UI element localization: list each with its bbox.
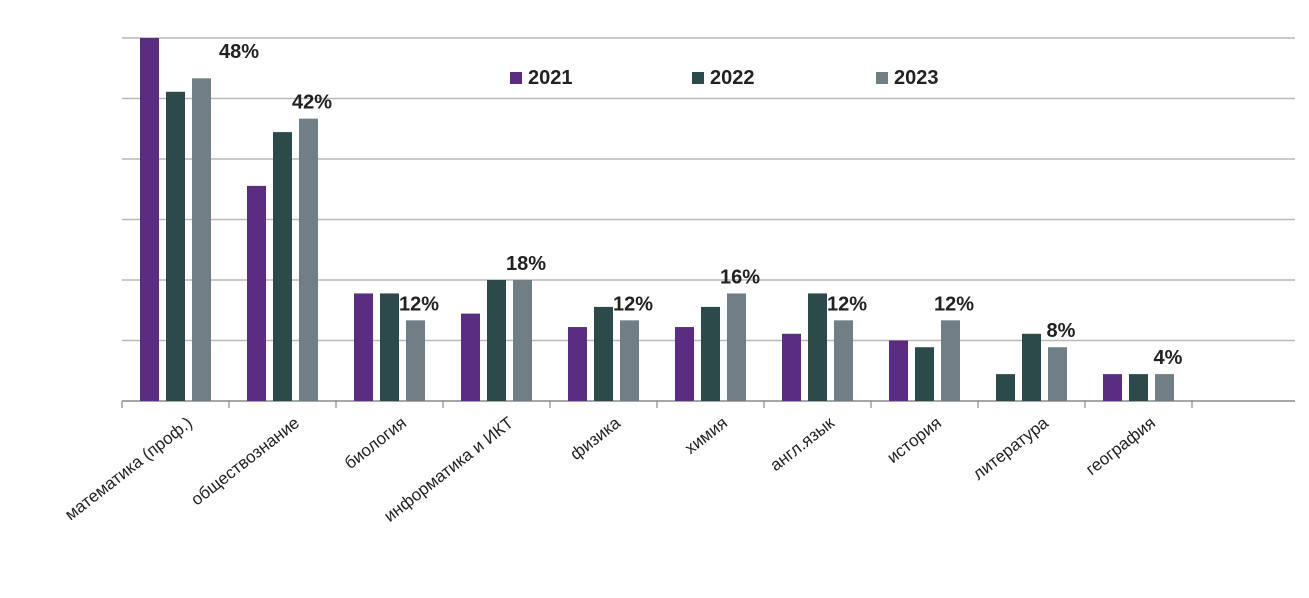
legend-swatch-2021	[510, 72, 522, 84]
category-label-5: химия	[681, 413, 731, 458]
data-label-6: 12%	[827, 293, 867, 315]
bar-2023-1	[299, 118, 318, 402]
legend-swatch-2023	[876, 72, 888, 84]
bar-2021-1	[247, 185, 266, 401]
bar-2021-0	[140, 38, 159, 401]
bar-2022-7	[915, 347, 934, 401]
data-label-7: 12%	[934, 293, 974, 315]
category-label-9: география	[1082, 413, 1159, 479]
data-label-5: 16%	[720, 266, 760, 288]
legend-label-2023: 2023	[894, 67, 939, 89]
bar-2021-2	[354, 293, 373, 401]
bar-2022-2	[380, 293, 399, 401]
bar-2023-2	[406, 320, 425, 401]
category-label-2: биология	[341, 413, 410, 473]
bar-2023-6	[834, 320, 853, 401]
category-label-4: физика	[567, 413, 625, 464]
bar-2021-3	[461, 313, 480, 401]
bar-2022-9	[1129, 374, 1148, 401]
data-label-1: 42%	[292, 92, 332, 114]
bar-2023-9	[1155, 374, 1174, 401]
legend-swatch-2022	[692, 72, 704, 84]
bar-2023-8	[1048, 347, 1067, 401]
category-label-7: история	[883, 413, 945, 467]
category-label-6: англ.язык	[766, 413, 838, 475]
data-label-4: 12%	[613, 293, 653, 315]
bar-2022-0	[166, 91, 185, 402]
category-label-0: математика (проф.)	[61, 413, 196, 524]
bar-2023-0	[192, 78, 211, 401]
bar-2022-6	[808, 293, 827, 401]
bar-2021-7	[889, 340, 908, 401]
bar-2022-4	[594, 306, 613, 401]
data-label-0: 48%	[219, 41, 259, 63]
category-label-8: литература	[969, 413, 1052, 484]
data-label-9: 4%	[1154, 347, 1183, 369]
bar-2023-5	[727, 293, 746, 401]
bar-2023-4	[620, 320, 639, 401]
bar-extra-8	[996, 374, 1015, 401]
bar-2021-5	[675, 327, 694, 401]
category-label-1: обществознание	[187, 413, 303, 509]
legend-label-2022: 2022	[710, 67, 755, 89]
data-label-3: 18%	[506, 253, 546, 275]
bar-2023-7	[941, 320, 960, 401]
data-label-2: 12%	[399, 293, 439, 315]
bar-2023-3	[513, 280, 532, 401]
legend-label-2021: 2021	[528, 67, 573, 89]
bar-2021-9	[1103, 374, 1122, 401]
bar-2022-3	[487, 280, 506, 401]
data-label-8: 8%	[1047, 320, 1076, 342]
bar-2022-5	[701, 306, 720, 401]
bar-2022-1	[273, 132, 292, 401]
bar-2021-6	[782, 333, 801, 401]
bar-2021-4	[568, 327, 587, 401]
bar-2022-8	[1022, 333, 1041, 401]
